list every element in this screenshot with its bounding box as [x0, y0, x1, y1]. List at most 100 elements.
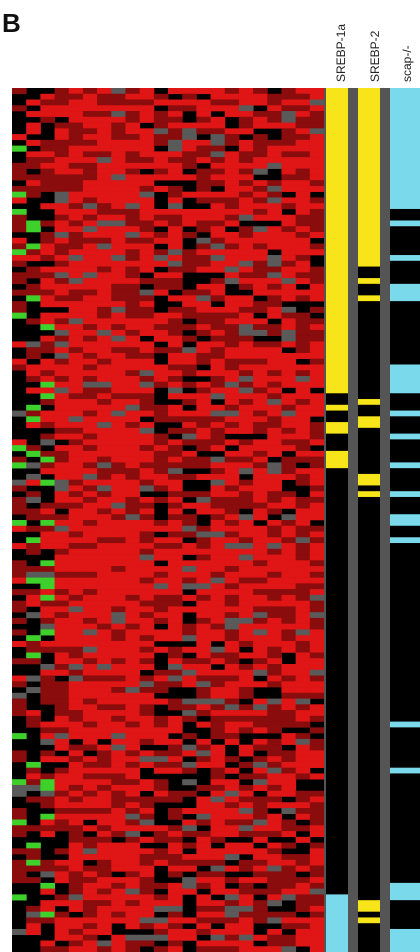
heatmap-cell [224, 422, 240, 429]
heatmap-cell [54, 157, 70, 164]
heatmap-cell [309, 399, 324, 406]
heatmap-cell [238, 295, 254, 302]
heatmap-cell [97, 831, 112, 838]
heatmap-cell [182, 352, 197, 360]
heatmap-cell [238, 612, 254, 619]
heatmap-cell [309, 750, 324, 757]
heatmap-cell [68, 744, 84, 751]
heatmap-cell [111, 180, 126, 187]
heatmap-cell [210, 756, 226, 763]
heatmap-cell [168, 831, 183, 838]
track-separator [348, 88, 358, 952]
heatmap-cell [309, 128, 324, 135]
heatmap-cell [82, 462, 98, 469]
heatmap-cell [153, 882, 169, 889]
heatmap-cell [68, 646, 84, 653]
heatmap-cell [54, 767, 70, 774]
heatmap-cell [40, 784, 56, 792]
heatmap-cell [153, 600, 169, 607]
heatmap-cell [295, 802, 311, 809]
heatmap-cell [210, 773, 226, 780]
heatmap-cell [97, 376, 112, 383]
heatmap-cell [295, 237, 311, 244]
heatmap-cell [309, 491, 324, 498]
heatmap-cell [253, 911, 268, 918]
heatmap-cell [54, 531, 70, 538]
heatmap-cell [82, 318, 98, 325]
heatmap-cell [12, 174, 27, 181]
heatmap-cell [238, 664, 254, 671]
heatmap-cell [111, 727, 126, 734]
heatmap-cell [309, 168, 324, 175]
heatmap-cell [139, 813, 155, 820]
heatmap-cell [54, 237, 70, 244]
heatmap-cell [139, 514, 155, 521]
heatmap-cell [153, 946, 169, 952]
heatmap-cell [97, 473, 112, 480]
heatmap-cell [125, 352, 141, 360]
heatmap-cell [253, 859, 268, 866]
heatmap-cell [68, 525, 84, 532]
heatmap-cell [281, 548, 297, 555]
heatmap-cell [68, 174, 84, 181]
heatmap-cell [153, 606, 169, 613]
heatmap-cell [196, 237, 212, 244]
heatmap-cell [125, 508, 141, 515]
heatmap-cell [139, 687, 155, 694]
heatmap-cell [196, 462, 212, 469]
heatmap-cell [267, 606, 282, 613]
heatmap-cell [68, 928, 84, 936]
heatmap-cell [68, 917, 84, 924]
heatmap-cell [224, 877, 240, 884]
heatmap-cell [281, 502, 297, 509]
heatmap-cell [295, 111, 311, 118]
heatmap-cell [224, 399, 240, 406]
heatmap-cell [54, 445, 70, 452]
heatmap-cell [295, 773, 311, 780]
heatmap-cell [54, 802, 70, 809]
heatmap-cell [238, 652, 254, 659]
heatmap-cell [267, 554, 282, 561]
heatmap-cell [281, 393, 297, 400]
heatmap-cell [295, 606, 311, 613]
heatmap-cell [168, 928, 183, 936]
heatmap-cell [182, 157, 197, 164]
heatmap-cell [267, 928, 282, 936]
heatmap-cell [26, 687, 41, 694]
heatmap-cell [281, 531, 297, 538]
heatmap-cell [68, 871, 84, 878]
heatmap-cell [196, 301, 212, 308]
heatmap-cell [238, 894, 254, 901]
heatmap-cell [68, 427, 84, 434]
heatmap-cell [26, 761, 41, 768]
heatmap-cell [168, 485, 183, 492]
heatmap-cell [97, 761, 112, 768]
heatmap-cell [196, 410, 212, 417]
heatmap-cell [295, 174, 311, 181]
heatmap-cell [40, 376, 56, 383]
heatmap-cell [295, 370, 311, 377]
heatmap-cell [125, 450, 141, 457]
heatmap-cell [253, 871, 268, 878]
heatmap-cell [295, 456, 311, 463]
heatmap-cell [253, 640, 268, 648]
heatmap-cell [139, 796, 155, 803]
heatmap-cell [224, 865, 240, 872]
heatmap-cell [97, 928, 112, 936]
heatmap-cell [210, 704, 226, 711]
heatmap-cell [82, 687, 98, 694]
heatmap-cell [281, 128, 297, 135]
heatmap-cell [238, 571, 254, 578]
heatmap-cell [281, 554, 297, 561]
heatmap-cell [125, 594, 141, 601]
heatmap-cell [97, 652, 112, 659]
heatmap-cell [196, 750, 212, 757]
heatmap-cell [26, 612, 41, 619]
heatmap-cell [111, 917, 126, 924]
heatmap-cell [82, 531, 98, 538]
heatmap-cell [111, 877, 126, 884]
heatmap-cell [210, 721, 226, 728]
heatmap-cell [210, 289, 226, 296]
heatmap-cell [26, 416, 41, 423]
track-separator [380, 88, 390, 952]
